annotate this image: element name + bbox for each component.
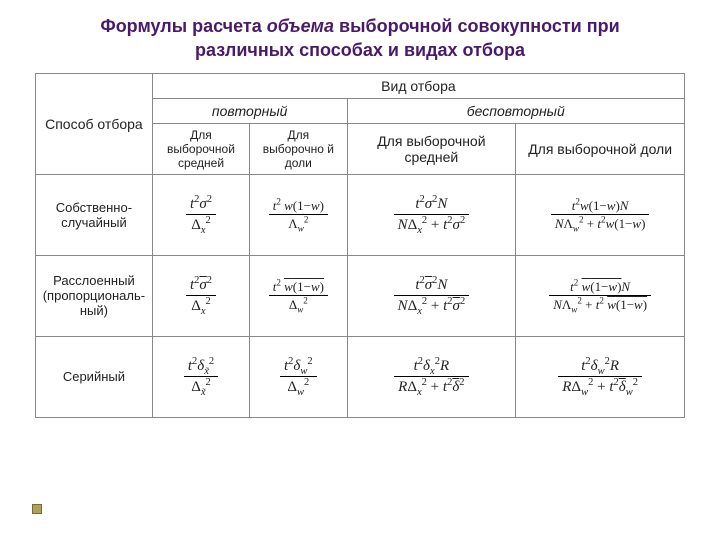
formula: t2 w(1−w)Δw2 bbox=[250, 255, 347, 336]
table-row: Расслоенный (пропорциональ-ный) t2σ2Δx2 … bbox=[36, 255, 685, 336]
header-repeated: повторный bbox=[152, 98, 347, 123]
formula-table: Способ отбора Вид отбора повторный беспо… bbox=[35, 73, 685, 418]
slide-bullet-icon bbox=[32, 504, 42, 514]
header-nonrep-share: Для выборочной доли bbox=[516, 123, 685, 174]
row-label: Расслоенный (пропорциональ-ный) bbox=[36, 255, 153, 336]
title-part-a: Формулы расчета bbox=[100, 16, 266, 36]
formula: t2δw2Δw2 bbox=[250, 336, 347, 417]
formula: t2 w(1−w)Λw2 bbox=[250, 174, 347, 255]
formula: t2δx̃2Δx̃2 bbox=[152, 336, 249, 417]
formula: t2δx2RRΔx2 + t2δ2 bbox=[347, 336, 516, 417]
header-method: Способ отбора bbox=[36, 73, 153, 174]
title-line2: различных способах и видах отбора bbox=[195, 40, 525, 60]
title-em: объема bbox=[267, 16, 334, 36]
formula: t2σ2NNΔx2 + t2σ2 bbox=[347, 174, 516, 255]
header-kind: Вид отбора bbox=[152, 73, 684, 98]
title-part-b: выборочной совокупности при bbox=[334, 16, 620, 36]
formula: t2σ2Δx2 bbox=[152, 255, 249, 336]
formula: t2σ2Δx2 bbox=[152, 174, 249, 255]
page-title: Формулы расчета объема выборочной совоку… bbox=[0, 0, 720, 73]
table-row: Серийный t2δx̃2Δx̃2 t2δw2Δw2 t2δx2RRΔx2 … bbox=[36, 336, 685, 417]
row-label: Серийный bbox=[36, 336, 153, 417]
table-row: Собственно-случайный t2σ2Δx2 t2 w(1−w)Λw… bbox=[36, 174, 685, 255]
header-nonrep-mean: Для выборочной средней bbox=[347, 123, 516, 174]
header-nonrepeated: бесповторный bbox=[347, 98, 685, 123]
formula: t2w(1−w)NNΛw2 + t2w(1−w) bbox=[516, 174, 685, 255]
formula: t2 w(1−w)NNΛw2 + t2 w(1−w) bbox=[516, 255, 685, 336]
header-rep-mean: Для выборочной средней bbox=[152, 123, 249, 174]
formula: t2δw2RRΔw2 + t2δw2 bbox=[516, 336, 685, 417]
row-label: Собственно-случайный bbox=[36, 174, 153, 255]
header-rep-share: Для выборочно й доли bbox=[250, 123, 347, 174]
formula: t2σ2NNΔx2 + t2σ2 bbox=[347, 255, 516, 336]
